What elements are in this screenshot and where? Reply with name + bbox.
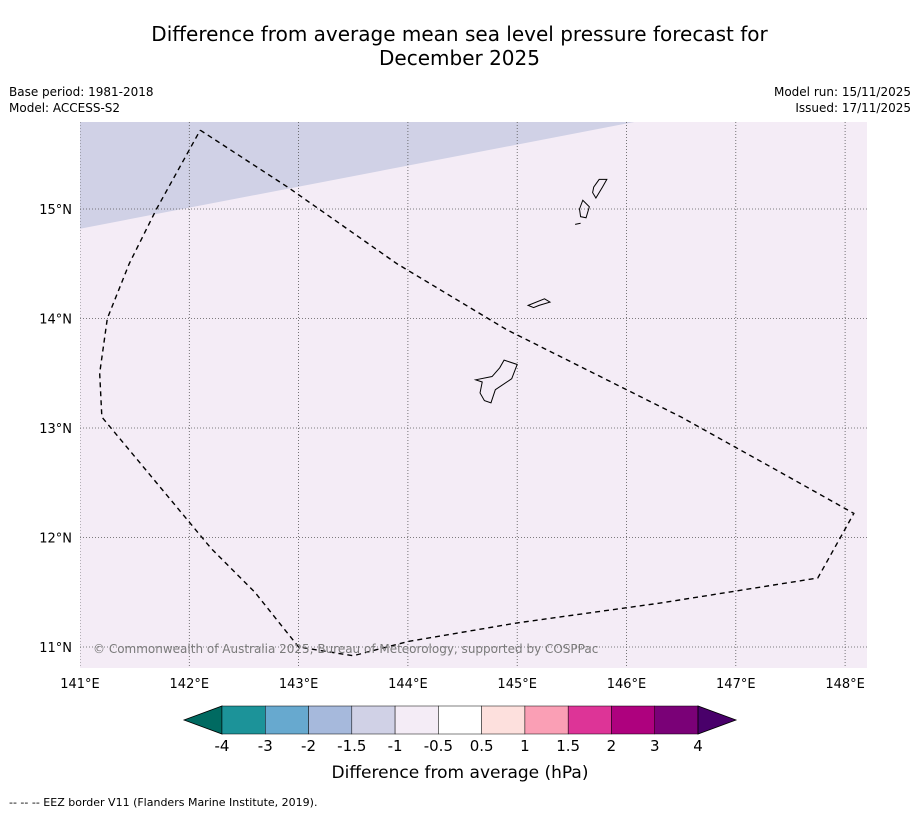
colorbar-tick-label: 3 <box>650 737 660 755</box>
colorbar-bin <box>221 705 266 735</box>
island-rota <box>526 298 552 309</box>
lat-tick-label: 14°N <box>39 313 72 328</box>
colorbar-tick-label: -0.5 <box>424 737 453 755</box>
issued-date: Issued: 17/11/2025 <box>795 101 911 115</box>
colorbar-tick-label: -1 <box>388 737 403 755</box>
colorbar-tick-label: 2 <box>607 737 617 755</box>
colorbar-bin <box>611 705 655 735</box>
island-saipan <box>592 178 608 200</box>
model-run-date: Model run: 15/11/2025 <box>773 85 911 99</box>
colorbar-bin <box>265 705 309 735</box>
lon-tick-label: 145°E <box>497 677 537 692</box>
island-tinian <box>578 199 590 219</box>
colorbar-extend-high <box>697 705 738 735</box>
colorbar-tick-label: 0.5 <box>470 737 494 755</box>
lat-tick-label: 12°N <box>39 532 72 547</box>
lon-tick-label: 146°E <box>607 677 647 692</box>
lon-tick-label: 143°E <box>279 677 319 692</box>
title-line-1: Difference from average mean sea level p… <box>151 22 768 46</box>
lon-tick-label: 142°E <box>170 677 210 692</box>
metadata-right: Model run: 15/11/2025 Issued: 17/11/2025 <box>774 84 911 116</box>
colorbar-tick-label: -2 <box>301 737 316 755</box>
plot-contents <box>80 122 867 668</box>
map-area: © Commonwealth of Australia 2025, Bureau… <box>39 122 867 692</box>
colorbar-extend-low <box>182 705 223 735</box>
colorbar-tick-label: 1 <box>520 737 530 755</box>
colorbar-tick-label: -1.5 <box>337 737 366 755</box>
lat-tick-label: 13°N <box>39 422 72 437</box>
colorbar-tick-label: -3 <box>258 737 273 755</box>
lon-tick-label: 141°E <box>60 677 100 692</box>
colorbar-bin <box>351 705 396 735</box>
colorbar-bin <box>524 705 569 735</box>
island-aguijan <box>575 222 581 225</box>
lat-tick-label: 15°N <box>39 203 72 218</box>
colorbar-bin <box>481 705 526 735</box>
metadata-left: Base period: 1981-2018 Model: ACCESS-S2 <box>9 84 154 116</box>
base-period: Base period: 1981-2018 <box>9 85 154 99</box>
chart-title: Difference from average mean sea level p… <box>0 22 919 70</box>
colorbar-bin <box>438 705 482 735</box>
anomaly-region-low <box>80 122 635 229</box>
eez-border-note: -- -- -- EEZ border V11 (Flanders Marine… <box>9 796 318 809</box>
lon-tick-label: 148°E <box>825 677 865 692</box>
colorbar-tick-label: 1.5 <box>556 737 580 755</box>
copyright-credit: © Commonwealth of Australia 2025, Bureau… <box>93 642 598 656</box>
colorbar-bin <box>394 705 439 735</box>
colorbar-bin <box>654 705 699 735</box>
colorbar-tick-label: 4 <box>693 737 703 755</box>
colorbar-bin <box>308 705 353 735</box>
colorbar-bin <box>567 705 612 735</box>
lon-tick-label: 147°E <box>716 677 756 692</box>
model-name: Model: ACCESS-S2 <box>9 101 121 115</box>
title-line-2: December 2025 <box>379 46 540 70</box>
colorbar-title: Difference from average (hPa) <box>332 763 589 783</box>
lat-tick-label: 11°N <box>39 641 72 656</box>
lon-tick-label: 144°E <box>388 677 428 692</box>
colorbar: -4 -3 -2 -1.5 -1 -0.5 0.5 1 1.5 2 3 4 Difference fro… <box>182 705 738 783</box>
island-guam <box>473 359 518 404</box>
colorbar-tick-label: -4 <box>215 737 230 755</box>
